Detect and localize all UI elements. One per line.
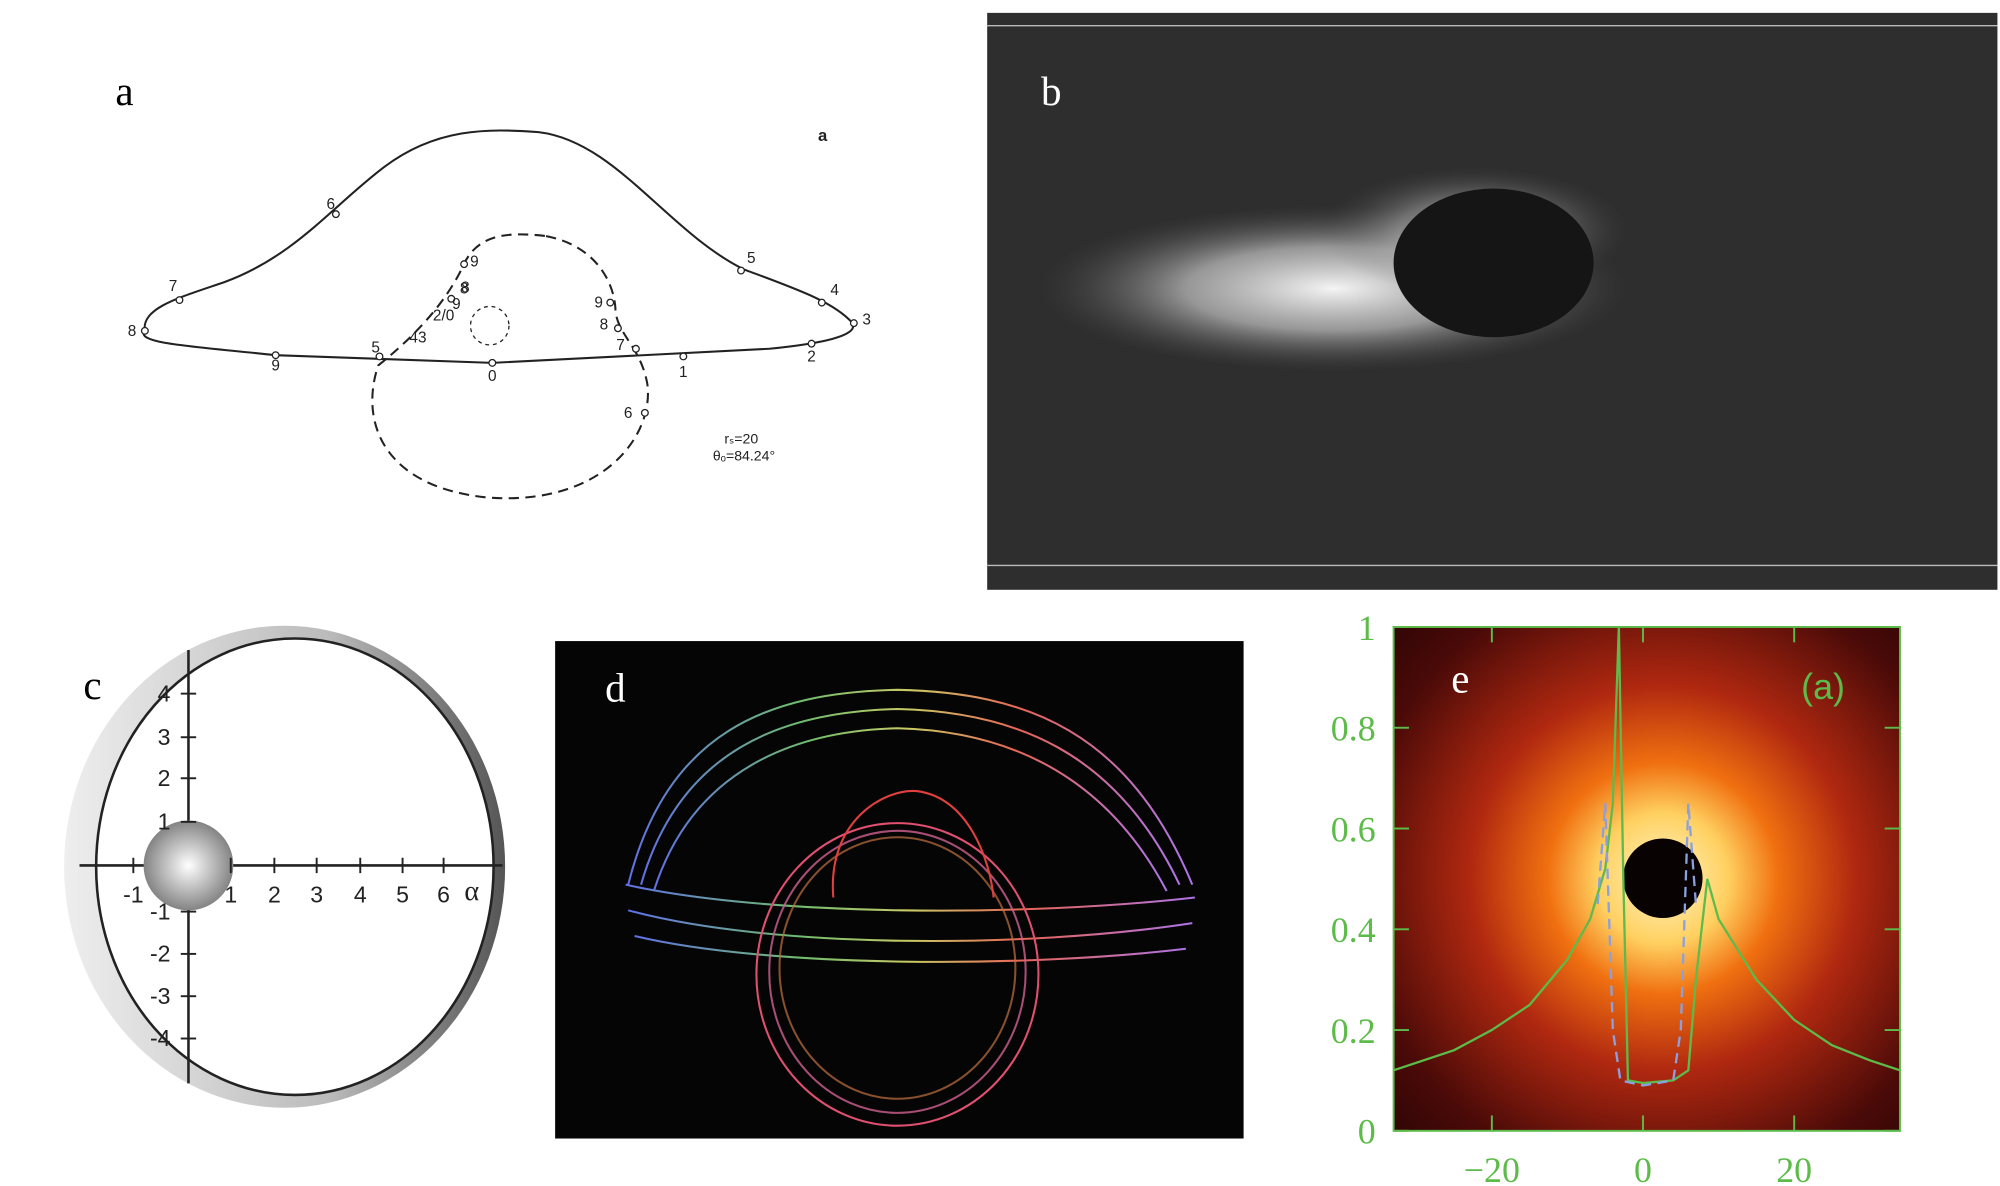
- point-label: 0: [488, 368, 497, 385]
- profile-line: [1393, 626, 1901, 1085]
- orbit-point: [447, 294, 456, 303]
- panel-label: c: [83, 662, 101, 708]
- point-label: 9: [594, 295, 603, 312]
- inner-orbit: [371, 233, 649, 500]
- point-label: 4: [830, 282, 839, 299]
- point-label: 43: [409, 329, 426, 346]
- inner-arc: [831, 790, 995, 898]
- y-tick-label: 0.8: [1331, 709, 1376, 749]
- orbit-point: [606, 298, 615, 307]
- annotation: rₛ=20: [724, 431, 758, 447]
- y-tick-label: -4: [150, 1025, 171, 1051]
- orbit-point: [613, 324, 622, 333]
- y-tick-label: 0: [1358, 1112, 1376, 1152]
- point-label: 7: [169, 278, 178, 295]
- sphere: [143, 820, 234, 911]
- x-tick-label: 5: [396, 882, 409, 908]
- orbit-point: [679, 352, 688, 361]
- y-tick-label: -1: [150, 898, 171, 924]
- orbit-point: [631, 344, 640, 353]
- profile-line: [1596, 803, 1698, 1087]
- ring: [778, 836, 1017, 1100]
- y-tick-label: 3: [158, 724, 171, 750]
- point-label: 2: [807, 349, 816, 366]
- x-tick-label: 6: [437, 882, 450, 908]
- x-tick-label: 0: [1634, 1150, 1652, 1186]
- y-tick-label: 1: [1358, 608, 1376, 648]
- panel-label: d: [605, 664, 626, 710]
- orbit-point: [375, 352, 384, 361]
- y-tick-label: 1: [158, 809, 171, 835]
- x-tick-label: 3: [310, 882, 323, 908]
- point-label: 2/0: [433, 308, 454, 325]
- x-tick-label: −20: [1464, 1150, 1520, 1186]
- wire: [640, 707, 1181, 886]
- wire: [627, 909, 1193, 943]
- y-tick-label: -3: [150, 983, 171, 1009]
- point-label: 7: [616, 337, 625, 354]
- annotation: θₒ=84.24°: [713, 447, 775, 463]
- point-label: 5: [747, 250, 756, 267]
- orbit-point: [849, 319, 858, 328]
- orbit-point: [817, 298, 826, 307]
- y-tick-label: 4: [158, 680, 171, 706]
- ring: [755, 822, 1040, 1127]
- corner-label: a: [818, 126, 828, 145]
- panel-label: b: [1041, 68, 1062, 114]
- x-tick-label: -1: [123, 882, 144, 908]
- y-tick-label: 0.4: [1331, 910, 1376, 950]
- orbit-point: [331, 210, 340, 219]
- orbit-point: [271, 351, 280, 360]
- y-tick-label: -2: [150, 941, 171, 967]
- orbit-point: [140, 326, 149, 335]
- hole: [469, 305, 510, 346]
- point-label: 8: [128, 323, 137, 340]
- ring: [768, 829, 1027, 1114]
- panel-d: [555, 641, 1244, 1139]
- panel-label: e: [1451, 655, 1469, 701]
- point-label: 8: [460, 281, 469, 298]
- inset-label: (a): [1801, 667, 1845, 707]
- y-tick-label: 0.6: [1331, 809, 1376, 849]
- orbit-point: [175, 296, 184, 305]
- wire: [625, 883, 1195, 912]
- outer-orbit: [142, 129, 855, 364]
- axis-label: α: [464, 876, 479, 907]
- x-tick-label: 2: [268, 882, 281, 908]
- orbit-point: [807, 339, 816, 348]
- orbit-point: [460, 260, 469, 269]
- point-label: 9: [452, 296, 461, 313]
- point-label: 1: [679, 364, 688, 381]
- panel-c: [64, 625, 506, 1108]
- photo: [555, 641, 1244, 1139]
- wire: [627, 688, 1194, 886]
- point-label: 8: [461, 279, 470, 296]
- x-tick-label: 1: [224, 882, 237, 908]
- point-label: 9: [271, 358, 280, 375]
- shadow: [1393, 188, 1594, 338]
- panel-label: a: [115, 68, 133, 114]
- shadow: [1623, 838, 1703, 918]
- wire: [652, 727, 1168, 892]
- panel-a: [142, 129, 855, 500]
- y-tick-label: 0.2: [1331, 1011, 1376, 1051]
- y-tick-label: 2: [158, 765, 171, 791]
- frame: [1392, 626, 1901, 1132]
- point-label: 6: [624, 405, 633, 422]
- point-label: 9: [470, 254, 479, 271]
- point-label: 5: [371, 340, 380, 357]
- panel-b: [987, 12, 1998, 590]
- panel-e: (a) 0 0.2 0.4 0.6 0.8 1 −20 0 20: [1331, 608, 1901, 1186]
- point-label: 3: [862, 311, 871, 328]
- orbit-point: [737, 266, 746, 275]
- point-label: 6: [326, 196, 335, 213]
- point-label: 8: [600, 317, 609, 334]
- x-tick-label: 20: [1776, 1150, 1812, 1186]
- orbit-point: [640, 408, 649, 417]
- orbit-point: [488, 358, 497, 367]
- wire: [634, 934, 1187, 963]
- x-tick-label: 4: [354, 882, 367, 908]
